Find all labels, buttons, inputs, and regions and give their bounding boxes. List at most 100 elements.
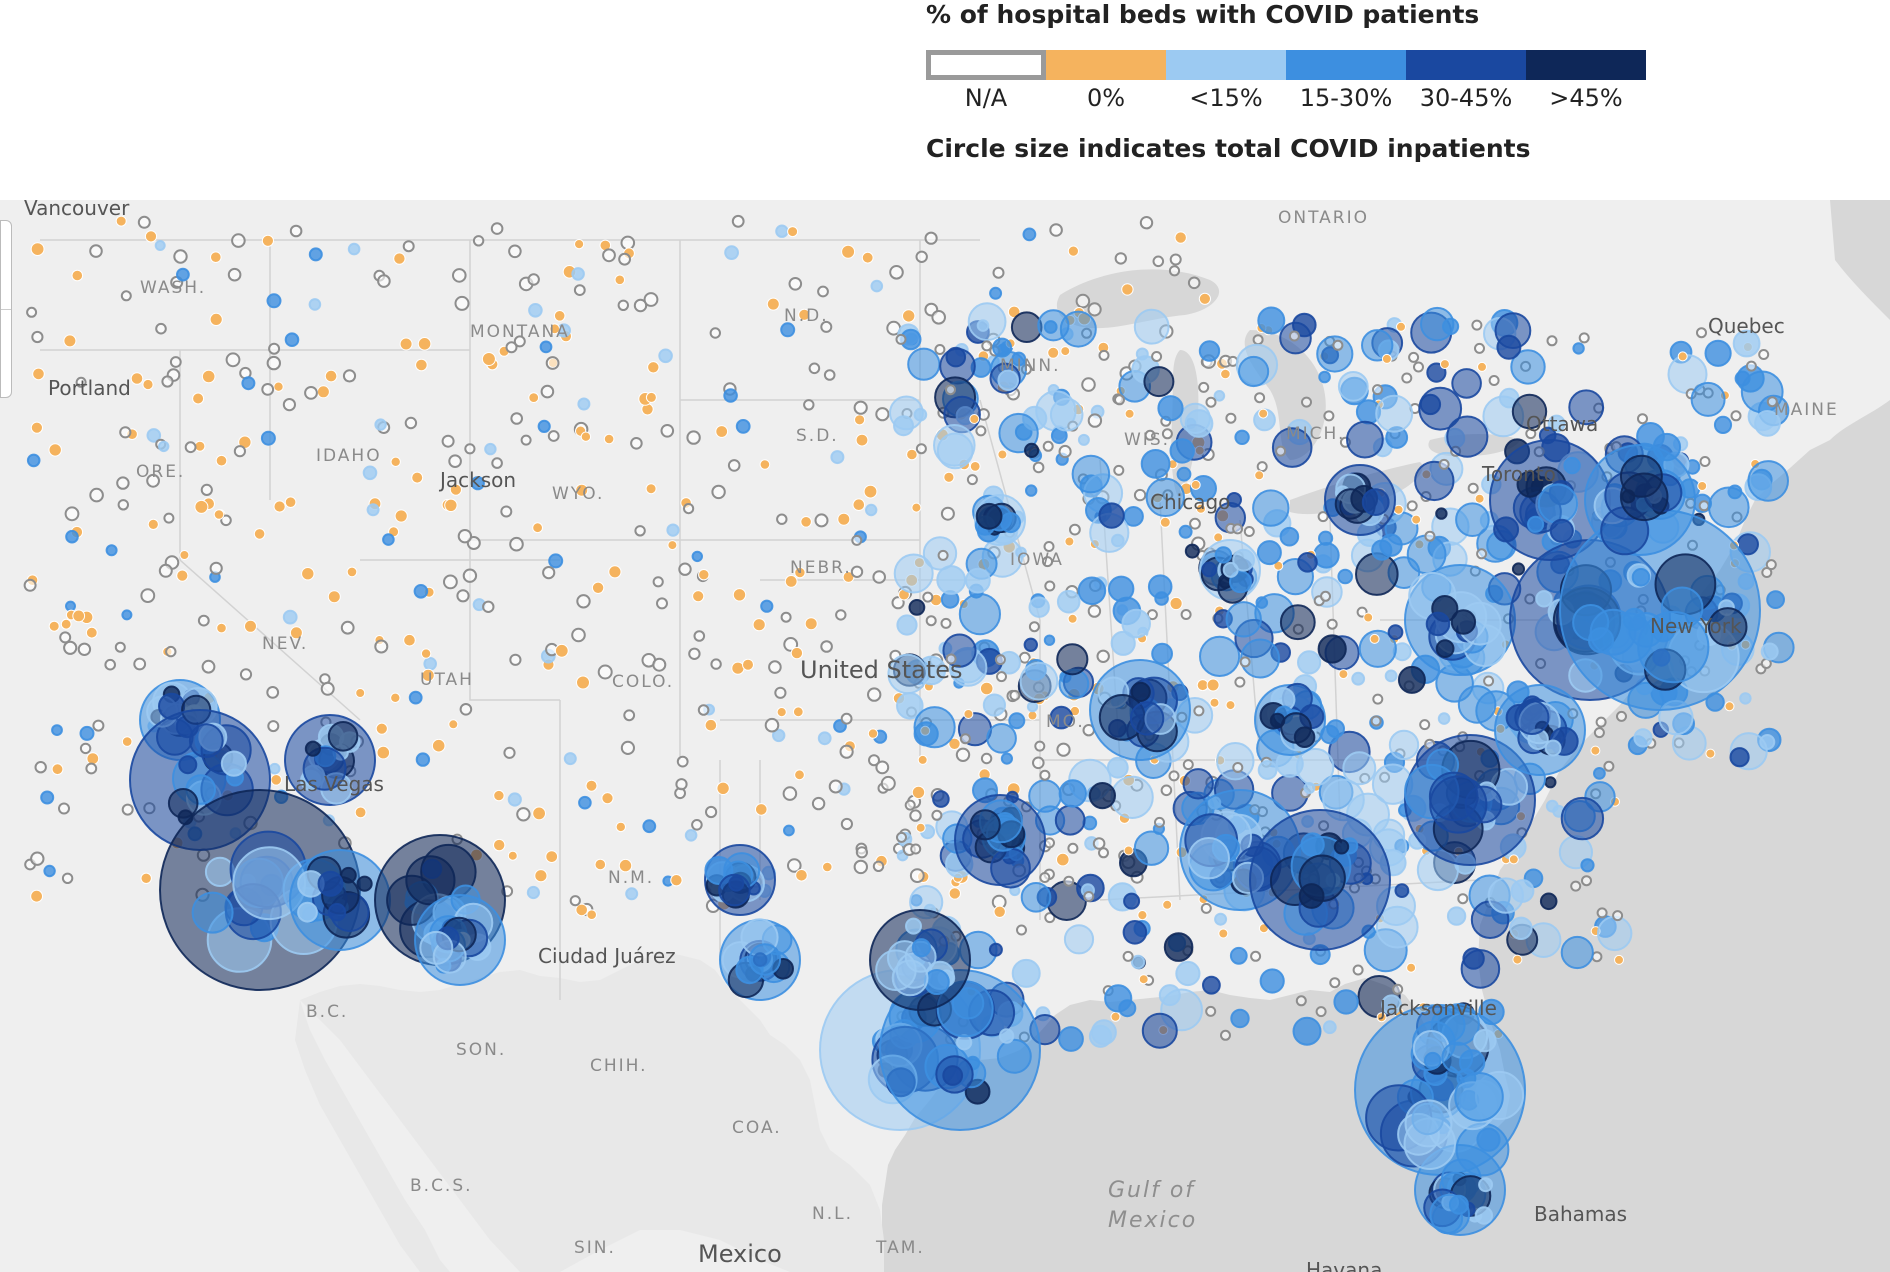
hospital-circle[interactable] [618,858,633,873]
hospital-circle[interactable] [1351,671,1366,686]
hospital-circle[interactable] [1218,928,1229,939]
hospital-circle[interactable] [1137,910,1148,921]
hospital-circle[interactable] [922,591,934,603]
hospital-circle[interactable] [727,459,741,472]
hospital-circle[interactable] [1435,639,1455,659]
hospital-circle[interactable] [1118,999,1137,1018]
hospital-circle[interactable] [289,626,303,640]
hospital-circle[interactable] [1597,915,1633,952]
hospital-circle[interactable] [505,341,518,354]
hospital-circle[interactable] [1381,994,1402,1016]
hospital-circle[interactable] [576,594,591,609]
hospital-circle[interactable] [716,781,730,795]
hospital-circle[interactable] [1047,346,1060,359]
hospital-circle[interactable] [981,340,993,352]
hospital-circle[interactable] [520,434,532,446]
hospital-circle[interactable] [1568,389,1605,426]
hospital-circle[interactable] [794,769,805,781]
hospital-circle[interactable] [909,868,925,883]
hospital-circle[interactable] [58,802,70,815]
hospital-circle[interactable] [1063,875,1075,887]
hospital-circle[interactable] [415,358,428,372]
hospital-circle[interactable] [1690,381,1726,417]
hospital-circle[interactable] [470,476,485,491]
hospital-circle[interactable] [1024,442,1040,458]
hospital-circle[interactable] [282,609,298,625]
hospital-circle[interactable] [1392,983,1404,995]
hospital-circle[interactable] [431,738,446,753]
hospital-circle[interactable] [382,533,395,546]
hospital-circle[interactable] [209,312,223,327]
hospital-circle[interactable] [1222,561,1239,578]
hospital-circle[interactable] [934,344,946,355]
hospital-circle[interactable] [1020,882,1052,913]
hospital-circle[interactable] [1159,516,1171,528]
hospital-circle[interactable] [1110,775,1154,819]
hospital-circle[interactable] [820,320,833,333]
hospital-circle[interactable] [241,376,256,391]
hospital-circle[interactable] [1376,1012,1387,1023]
hospital-circle[interactable] [1232,762,1244,773]
hospital-circle[interactable] [158,440,170,453]
hospital-circle[interactable] [548,553,564,569]
hospital-circle[interactable] [23,578,37,592]
hospital-circle[interactable] [1243,526,1255,537]
hospital-circle[interactable] [1198,340,1221,362]
hospital-circle[interactable] [1129,701,1165,736]
hospital-circle[interactable] [327,903,347,922]
hospital-circle[interactable] [534,869,548,883]
hospital-circle[interactable] [394,509,408,523]
hospital-circle[interactable] [1216,742,1255,781]
hospital-circle[interactable] [1446,415,1489,458]
hospital-circle[interactable] [575,903,589,917]
hospital-circle[interactable] [1016,924,1027,936]
hospital-circle[interactable] [1560,796,1605,841]
hospital-circle[interactable] [1178,524,1193,539]
hospital-circle[interactable] [1525,428,1537,440]
hospital-circle[interactable] [788,277,803,291]
hospital-circle[interactable] [63,334,77,348]
hospital-circle[interactable] [120,290,132,302]
hospital-circle[interactable] [840,817,854,831]
hospital-circle[interactable] [1225,412,1237,424]
hospital-circle[interactable] [1414,460,1455,502]
hospital-circle[interactable] [260,430,276,446]
hospital-circle[interactable] [64,506,80,522]
hospital-circle[interactable] [1184,409,1214,438]
hospital-circle[interactable] [1496,334,1522,360]
hospital-circle[interactable] [608,565,622,579]
hospital-circle[interactable] [317,870,344,897]
hospital-circle[interactable] [1147,574,1173,600]
hospital-circle[interactable] [1411,514,1422,525]
hospital-circle[interactable] [1190,479,1201,490]
hospital-circle[interactable] [405,855,456,906]
hospital-circle[interactable] [1384,669,1398,683]
hospital-circle[interactable] [1011,351,1027,367]
hospital-circle[interactable] [1474,342,1485,354]
hospital-circle[interactable] [377,274,391,288]
hospital-circle[interactable] [811,796,826,811]
hospital-circle[interactable] [1256,461,1268,473]
hospital-circle[interactable] [563,752,577,766]
hospital-circle[interactable] [188,723,224,759]
hospital-circle[interactable] [931,809,943,821]
hospital-circle[interactable] [1257,306,1286,335]
hospital-circle[interactable] [1457,685,1497,724]
hospital-circle[interactable] [528,303,543,318]
hospital-circle[interactable] [284,332,300,347]
hospital-circle[interactable] [975,425,987,437]
hospital-circle[interactable] [114,641,126,653]
hospital-circle[interactable] [630,437,643,450]
hospital-circle[interactable] [1734,370,1751,387]
hospital-circle[interactable] [1169,253,1182,266]
hospital-circle[interactable] [1196,679,1209,692]
hospital-circle[interactable] [915,822,926,833]
hospital-circle[interactable] [1122,920,1148,945]
hospital-circle[interactable] [1034,740,1046,752]
hospital-circle[interactable] [1476,548,1488,560]
hospital-circle[interactable] [724,245,739,260]
hospital-circle[interactable] [948,887,961,900]
hospital-circle[interactable] [603,433,615,445]
hospital-circle[interactable] [26,453,41,468]
hospital-circle[interactable] [1176,466,1192,482]
